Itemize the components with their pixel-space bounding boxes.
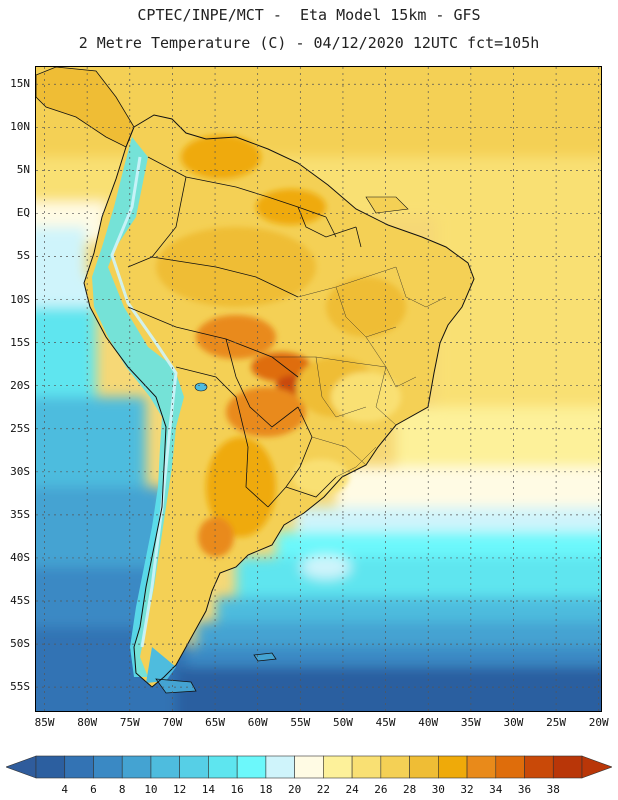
map-title-line1: CPTEC/INPE/MCT - Eta Model 15km - GFS xyxy=(137,6,481,24)
colorbar-swatch xyxy=(208,755,238,779)
colorbar-swatch xyxy=(351,755,382,779)
colorbar-swatch xyxy=(64,755,94,779)
lon-label: 50W xyxy=(333,716,353,729)
lon-label: 20W xyxy=(588,716,609,729)
state-borders xyxy=(272,266,447,478)
lon-label: 45W xyxy=(375,716,396,729)
colorbar-tick-label: 18 xyxy=(259,783,273,796)
colorbar-swatch xyxy=(438,755,468,779)
colorbar-tick-label: 22 xyxy=(316,783,330,796)
colorbar-tick-label: 8 xyxy=(118,783,126,796)
colorbar-tick-label: 4 xyxy=(61,783,69,796)
temperature-colorbar xyxy=(6,755,612,779)
colorbar-swatch xyxy=(121,755,152,779)
colorbar-swatch xyxy=(236,755,267,779)
lon-label: 75W xyxy=(119,716,140,729)
temperature-map xyxy=(36,67,601,711)
lat-label: 35S xyxy=(10,507,30,521)
colorbar-swatch xyxy=(409,755,439,779)
colorbar-swatch xyxy=(524,755,554,779)
colorbar-swatch xyxy=(552,755,583,779)
colorbar-swatch xyxy=(35,755,66,779)
colorbar-tick-label: 20 xyxy=(288,783,302,796)
lon-label: 80W xyxy=(77,716,98,729)
lon-label: 70W xyxy=(162,716,183,729)
lake-titicaca xyxy=(194,382,208,392)
map-title-line2: 2 Metre Temperature (C) - 04/12/2020 12U… xyxy=(78,34,540,52)
lat-label: 10N xyxy=(10,120,30,134)
lat-label: 30S xyxy=(10,464,30,478)
lon-label: 65W xyxy=(205,716,225,729)
colorbar-swatch xyxy=(179,755,209,779)
colorbar-swatch xyxy=(495,755,525,779)
lat-label: 45S xyxy=(10,594,30,608)
map-panel xyxy=(35,66,602,712)
colorbar-tick-label: 12 xyxy=(173,783,187,796)
colorbar-swatch xyxy=(323,755,353,779)
colorbar-tick-label: 38 xyxy=(546,783,560,796)
marajo-island xyxy=(365,196,409,214)
lat-label: 5N xyxy=(16,163,30,177)
colorbar-tick-label: 14 xyxy=(201,783,216,796)
lat-label: 20S xyxy=(10,378,30,392)
coastline xyxy=(83,114,475,688)
lat-label: 15N xyxy=(10,77,30,91)
colorbar-swatch xyxy=(265,755,295,779)
colorbar-swatch xyxy=(150,755,180,779)
colorbar-tick-label: 34 xyxy=(489,783,503,796)
tierra-del-fuego xyxy=(155,678,197,694)
colorbar-swatch xyxy=(294,755,324,779)
south-america-landmass xyxy=(84,115,474,687)
colorbar-swatch xyxy=(466,755,497,779)
colorbar-tick-label: 24 xyxy=(345,783,359,796)
colorbar-tick-label: 26 xyxy=(374,783,388,796)
colorbar-arrow-high xyxy=(581,755,612,779)
lat-label: 15S xyxy=(10,335,30,349)
ocean-field xyxy=(36,67,601,711)
lat-label: EQ xyxy=(16,206,30,220)
colorbar-tick-label: 10 xyxy=(144,783,158,796)
colorbar-tick-label: 36 xyxy=(517,783,532,796)
map-gridlines xyxy=(36,67,601,711)
falkland-islands xyxy=(253,652,277,662)
colorbar-tick-label: 16 xyxy=(230,783,244,796)
lon-label: 40W xyxy=(418,716,439,729)
lon-label: 30W xyxy=(503,716,524,729)
lon-label: 25W xyxy=(546,716,567,729)
lon-label: 60W xyxy=(247,716,268,729)
colorbar-tick-label: 6 xyxy=(90,783,97,796)
colorbar-tick-label: 28 xyxy=(402,783,417,796)
colorbar-swatch xyxy=(93,755,123,779)
country-borders xyxy=(127,156,362,508)
lon-label: 55W xyxy=(290,716,311,729)
lat-label: 50S xyxy=(10,637,30,651)
colorbar-tick-label: 30 xyxy=(431,783,445,796)
lon-label: 35W xyxy=(460,716,481,729)
lat-label: 55S xyxy=(10,680,30,694)
colorbar-tick-label: 32 xyxy=(460,783,474,796)
colorbar-swatch xyxy=(380,755,410,779)
colorbar-arrow-low xyxy=(6,755,37,779)
lat-label: 40S xyxy=(10,550,30,564)
lon-label: 85W xyxy=(34,716,55,729)
lat-label: 25S xyxy=(10,421,30,435)
lat-label: 5S xyxy=(16,249,30,263)
lat-label: 10S xyxy=(10,292,30,306)
